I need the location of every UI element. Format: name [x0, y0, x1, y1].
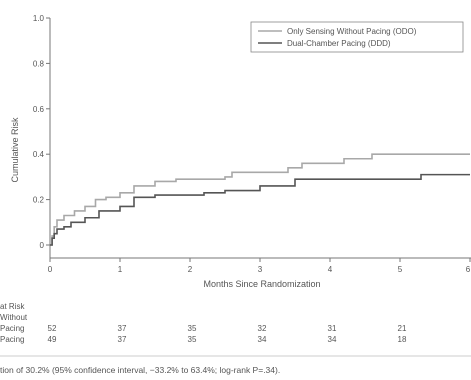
y-tick-label: 0.4	[33, 150, 45, 159]
curves	[50, 153, 470, 246]
series-line-odo	[50, 153, 470, 246]
x-tick-label: 1	[118, 265, 123, 274]
risk-value: 34	[258, 335, 267, 344]
legend: Only Sensing Without Pacing (ODO) Dual-C…	[250, 21, 464, 53]
risk-value: 18	[398, 335, 407, 344]
risk-value: 35	[188, 324, 197, 333]
x-tick-label: 4	[328, 265, 333, 274]
series-line-ddd	[50, 173, 470, 246]
risk-value: 32	[258, 324, 267, 333]
y-axis-label: Cumulative Risk	[10, 117, 20, 183]
risk-header-2: Without	[0, 313, 28, 322]
risk-value: 35	[188, 335, 197, 344]
risk-value: 52	[48, 324, 57, 333]
risk-value: 34	[328, 335, 337, 344]
x-tick-label: 2	[188, 265, 193, 274]
y-ticks: 0 0.2 0.4 0.6 0.8 1.0	[33, 14, 50, 250]
risk-value: 37	[118, 324, 127, 333]
x-tick-label: 6	[466, 265, 471, 274]
risk-value: 37	[118, 335, 127, 344]
x-ticks: 0 1 2 3 4 5 6	[48, 258, 471, 274]
risk-header-1: at Risk	[0, 302, 25, 311]
risk-values: 52 37 35 32 31 21 49 37 35 34 34 18	[48, 324, 407, 344]
risk-value: 49	[48, 335, 57, 344]
risk-value: 21	[398, 324, 407, 333]
x-tick-label: 3	[258, 265, 263, 274]
footnote: tion of 30.2% (95% confidence interval, …	[0, 365, 280, 375]
x-tick-label: 0	[48, 265, 53, 274]
y-tick-label: 0.6	[33, 105, 45, 114]
legend-label-odo: Only Sensing Without Pacing (ODO)	[287, 27, 417, 36]
x-tick-label: 5	[398, 265, 403, 274]
risk-row-1-label: Pacing	[0, 324, 24, 333]
x-axis-label: Months Since Randomization	[203, 279, 320, 289]
y-tick-label: 0.2	[33, 196, 45, 205]
risk-value: 31	[328, 324, 337, 333]
y-tick-label: 0	[40, 241, 45, 250]
risk-row-2-label: Pacing	[0, 335, 24, 344]
risk-table: at Risk Without Pacing Pacing 52 37 35 32 31…	[0, 302, 407, 344]
legend-box	[250, 21, 464, 53]
legend-label-ddd: Dual-Chamber Pacing (DDD)	[287, 39, 391, 48]
y-tick-label: 1.0	[33, 14, 45, 23]
y-tick-label: 0.8	[33, 59, 45, 68]
